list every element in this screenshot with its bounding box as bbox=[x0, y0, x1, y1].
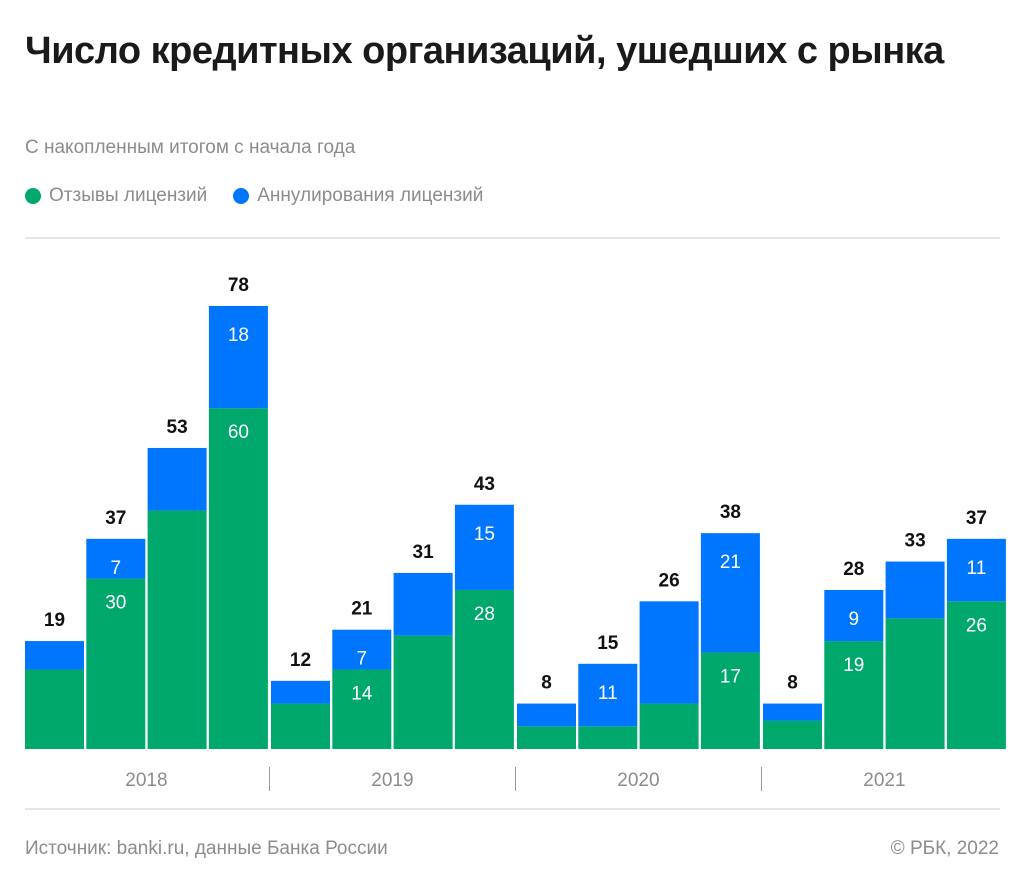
year-label: 2020 bbox=[617, 770, 659, 791]
bar-segment-revocations bbox=[578, 726, 638, 749]
legend: Отзывы лицензий Аннулирования лицензий bbox=[25, 185, 509, 207]
total-label: 37 bbox=[966, 508, 987, 529]
total-label: 12 bbox=[290, 650, 311, 671]
segment-label-revocations: 19 bbox=[843, 655, 864, 676]
bar-segment-annulments bbox=[208, 305, 268, 409]
total-label: 37 bbox=[105, 508, 126, 529]
segment-label-revocations: 26 bbox=[966, 615, 987, 636]
bar-segment-annulments bbox=[454, 504, 514, 590]
bar-segment-annulments bbox=[147, 447, 207, 511]
bar-segment-revocations bbox=[208, 408, 268, 749]
bar-segment-annulments bbox=[700, 533, 760, 653]
total-label: 43 bbox=[474, 474, 495, 495]
total-label: 28 bbox=[843, 559, 864, 580]
segment-label-revocations: 60 bbox=[228, 422, 249, 443]
segment-label-annulments: 18 bbox=[228, 325, 249, 346]
chart: 19 37 30 7 53 78 60 18 12 21 14 7 31 43 28 15 8 15 11 26 38 1… bbox=[25, 275, 1006, 791]
bar-segment-revocations bbox=[946, 601, 1006, 749]
year-label: 2021 bbox=[863, 770, 905, 791]
chart-title: Число кредитных организаций, ушедших с р… bbox=[25, 30, 944, 72]
bar-segment-annulments bbox=[25, 641, 84, 670]
bar-segment-revocations bbox=[86, 578, 146, 749]
legend-dot-green-icon bbox=[25, 188, 41, 204]
year-label: 2018 bbox=[125, 770, 167, 791]
legend-dot-blue-icon bbox=[233, 188, 250, 204]
bar-segment-revocations bbox=[517, 726, 576, 749]
legend-item-revocations: Отзывы лицензий bbox=[25, 185, 207, 207]
segment-label-annulments: 11 bbox=[598, 683, 618, 704]
segment-label-annulments: 21 bbox=[720, 552, 741, 573]
legend-label: Отзывы лицензий bbox=[49, 185, 208, 206]
segment-label-annulments: 11 bbox=[967, 558, 987, 579]
bar-segment-revocations bbox=[824, 641, 884, 749]
total-label: 31 bbox=[413, 542, 435, 563]
bar-segment-annulments bbox=[332, 629, 392, 670]
segment-label-annulments: 15 bbox=[474, 524, 495, 545]
segment-label-annulments: 7 bbox=[111, 558, 122, 579]
total-label: 8 bbox=[541, 673, 552, 694]
bar-segment-annulments bbox=[86, 538, 146, 579]
bar-segment-revocations bbox=[332, 669, 392, 749]
bar-segment-revocations bbox=[454, 589, 514, 749]
total-label: 19 bbox=[44, 610, 65, 631]
bar-segment-annulments bbox=[639, 601, 699, 704]
bar-segment-revocations bbox=[393, 635, 453, 749]
bottom-divider bbox=[25, 808, 1000, 810]
bar-segment-revocations bbox=[763, 720, 822, 749]
total-label: 26 bbox=[659, 570, 680, 591]
bar-segment-annulments bbox=[393, 572, 453, 636]
segment-label-revocations: 17 bbox=[720, 666, 741, 687]
segment-label-annulments: 9 bbox=[849, 609, 860, 630]
segment-label-revocations: 30 bbox=[105, 593, 126, 614]
top-divider bbox=[25, 237, 1000, 239]
total-label: 53 bbox=[167, 417, 188, 438]
bar-segment-annulments bbox=[824, 589, 884, 642]
total-label: 38 bbox=[720, 502, 741, 523]
bar-segment-revocations bbox=[271, 703, 330, 749]
segment-label-revocations: 14 bbox=[351, 683, 373, 704]
total-label: 15 bbox=[597, 633, 619, 654]
copyright: © РБК, 2022 bbox=[890, 838, 999, 859]
bar-segment-revocations bbox=[700, 652, 760, 749]
bar-segment-revocations bbox=[885, 618, 945, 749]
bar-segment-annulments bbox=[946, 538, 1006, 602]
bar-segment-annulments bbox=[517, 703, 576, 727]
bar-segment-annulments bbox=[763, 703, 822, 721]
segment-label-annulments: 7 bbox=[357, 649, 368, 670]
bar-segment-revocations bbox=[25, 669, 84, 749]
bar-segment-revocations bbox=[639, 703, 699, 749]
bar-segment-annulments bbox=[578, 663, 638, 727]
bar-segment-revocations bbox=[147, 510, 207, 749]
source-note: Источник: banki.ru, данные Банка России bbox=[25, 838, 388, 859]
year-label: 2019 bbox=[371, 770, 413, 791]
total-label: 8 bbox=[787, 673, 798, 694]
segment-label-revocations: 28 bbox=[474, 604, 495, 625]
legend-label: Аннулирования лицензий bbox=[257, 185, 484, 206]
bar-segment-annulments bbox=[885, 561, 945, 619]
chart-subtitle: С накопленным итогом с начала года bbox=[25, 137, 356, 158]
legend-item-annulments: Аннулирования лицензий bbox=[233, 185, 483, 207]
total-label: 21 bbox=[351, 599, 373, 620]
total-label: 33 bbox=[905, 531, 926, 552]
total-label: 78 bbox=[228, 275, 249, 296]
bar-segment-annulments bbox=[271, 680, 330, 704]
